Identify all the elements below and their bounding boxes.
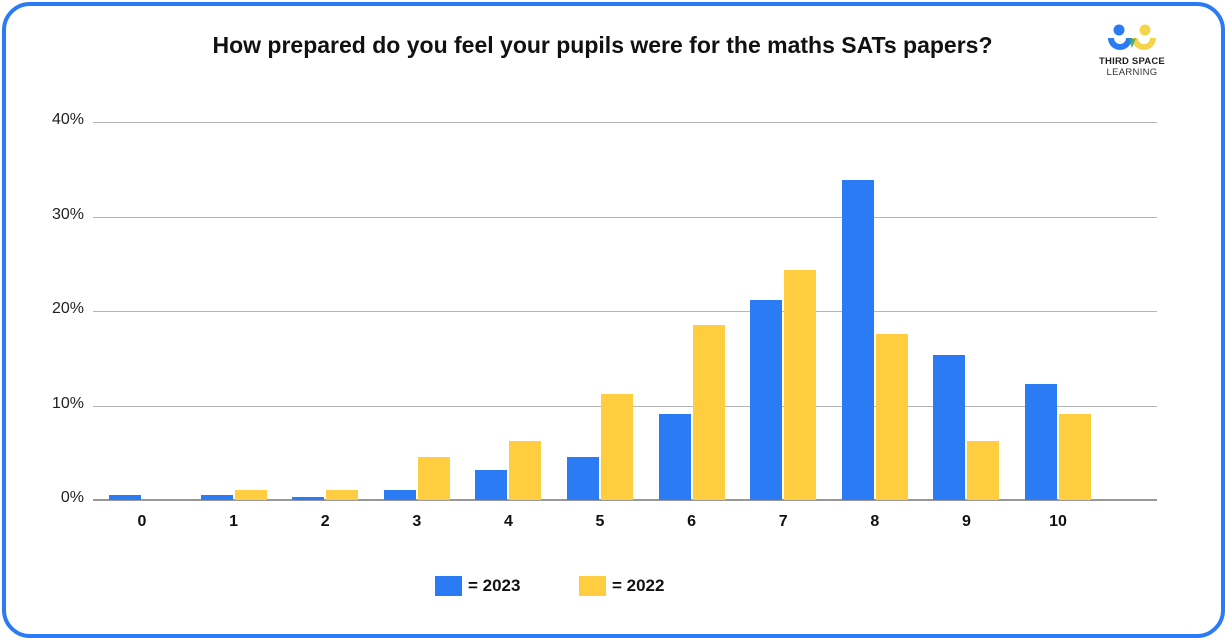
bar-2023-4 — [475, 469, 508, 500]
x-tick-label: 6 — [687, 513, 697, 530]
legend-swatch-2023 — [435, 576, 462, 596]
legend-label-2023: = 2023 — [468, 576, 521, 595]
bar-2023-6 — [658, 414, 691, 500]
x-tick-label: 10 — [1049, 513, 1067, 530]
bar-2022-5 — [601, 394, 633, 500]
gridline — [93, 216, 1157, 218]
bar-2023-3 — [383, 489, 416, 500]
x-tick-label: 9 — [961, 513, 971, 530]
legend-item-2022: = 2022 — [579, 576, 664, 596]
bar-2022-8 — [875, 333, 908, 500]
bar-2022-2 — [326, 489, 359, 500]
legend-item-2023: = 2023 — [435, 576, 520, 596]
y-tick-label: 20% — [51, 300, 84, 317]
logo-text-line2: LEARNING — [1106, 67, 1158, 78]
bar-2023-10 — [1025, 383, 1057, 500]
y-tick-label: 40% — [51, 111, 84, 128]
bar-2022-7 — [784, 270, 817, 500]
bar-2022-4 — [509, 441, 542, 500]
gridline — [93, 499, 1157, 501]
x-tick-label: 7 — [778, 513, 788, 530]
x-tick-label: 5 — [595, 513, 605, 530]
bar-2022-10 — [1059, 414, 1091, 500]
x-tick-label: 3 — [412, 513, 422, 530]
bar-2023-8 — [841, 179, 874, 500]
third-space-learning-logo: THIRD SPACE LEARNING — [1096, 24, 1168, 78]
bar-2023-2 — [292, 497, 325, 500]
bar-2023-5 — [567, 457, 599, 500]
legend-swatch-2022 — [579, 576, 606, 596]
gridline — [93, 122, 1157, 123]
legend-label-2022: = 2022 — [612, 576, 665, 595]
plot-area — [93, 122, 1157, 501]
x-tick-label: 4 — [503, 513, 513, 530]
y-tick-label: 10% — [51, 394, 84, 412]
bar-2022-9 — [967, 441, 1000, 500]
x-tick-label: 1 — [229, 513, 239, 530]
x-tick-label: 8 — [870, 513, 880, 530]
bar-2022-6 — [692, 325, 725, 500]
y-tick-label: 30% — [51, 205, 84, 223]
bar-2023-9 — [933, 355, 966, 500]
chart-title: How prepared do you feel your pupils wer… — [212, 32, 993, 58]
gridline — [93, 311, 1157, 312]
x-tick-label: 0 — [137, 513, 147, 530]
bar-2023-1 — [200, 495, 233, 500]
bar-2022-1 — [234, 489, 267, 500]
third-space-learning-logo-icon — [1108, 24, 1156, 50]
logo-text-line1: THIRD SPACE — [1099, 56, 1165, 67]
bar-2022-3 — [417, 457, 450, 500]
y-tick-label: 0% — [60, 489, 84, 506]
x-tick-label: 2 — [320, 513, 330, 530]
bar-2023-0 — [109, 495, 141, 500]
bar-2023-7 — [750, 299, 783, 500]
